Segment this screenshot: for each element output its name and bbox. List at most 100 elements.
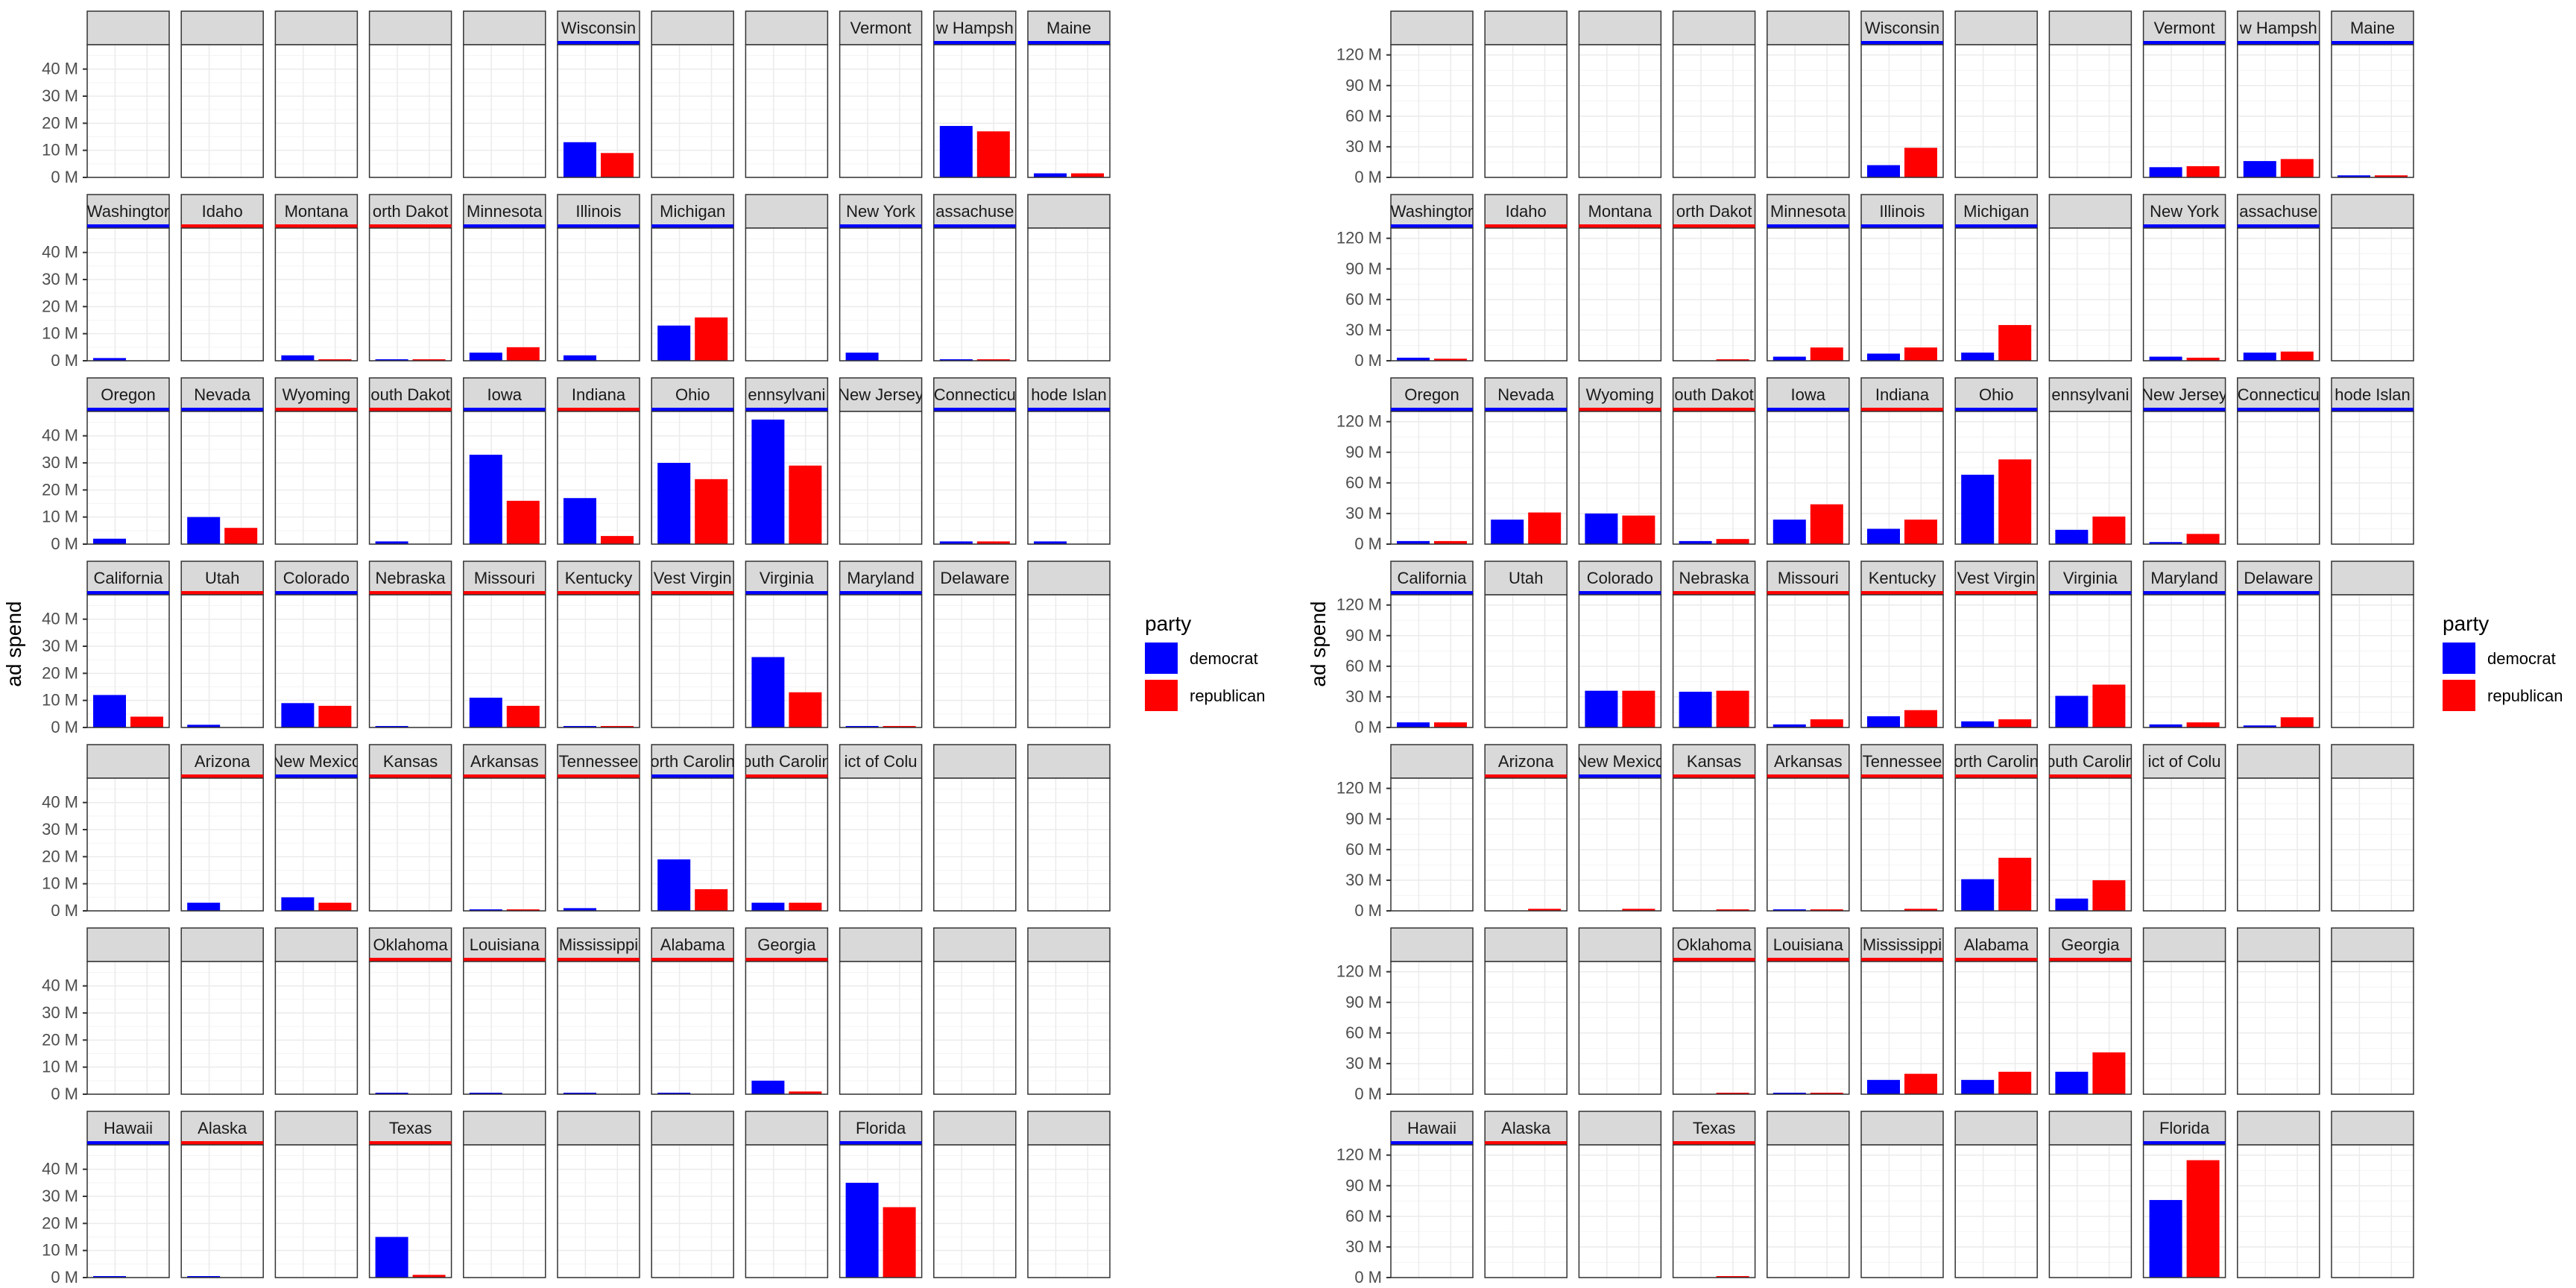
bar-democrat [1585,690,1618,727]
facet-border [557,227,640,362]
facet-party-stripe [369,958,452,962]
facet-strip-label: Arkansas [1774,752,1843,771]
facet-strip [1578,377,1662,412]
facet-strip [180,1111,264,1146]
facet-strip [368,10,452,45]
facet-plot-area [463,45,546,177]
facet-strip-label: Idaho [202,202,243,221]
facet-plot-area [1391,228,1473,361]
facet-border [1767,594,1850,728]
bar-democrat [751,1080,785,1094]
bar-republican [1904,1073,1937,1094]
facet-border [2331,44,2414,178]
facet-party-stripe [1028,41,1110,45]
facet-plot-area [181,1145,264,1278]
facet-party-stripe [2143,408,2226,412]
bar-democrat [2149,724,2182,727]
facet-panel [180,10,264,178]
facet-plot-area [839,411,922,544]
facet-plot-area [275,962,358,1094]
bar-democrat [469,353,502,361]
facet-strip [1484,744,1568,779]
facet-panel [839,927,923,1095]
facet-party-stripe [1579,224,1661,229]
facet-panel [2331,927,2414,1095]
y-tick-label: 30 M [42,453,78,472]
bar-republican [695,479,728,544]
bar-democrat [1867,528,1900,544]
facet-plot-area [369,411,452,544]
facet-border [2331,777,2414,912]
facet-plot-area [933,228,1016,361]
facet-border [839,594,923,728]
facet-plot-area [1028,778,1110,911]
facet-party-stripe [1485,1141,1568,1146]
facet-party-stripe [1861,41,1943,45]
facet-panel: Hawaii [1390,1111,1474,1278]
bar-republican [1904,148,1937,177]
facet-panel: Alaska [1484,1111,1568,1278]
facet-border [2048,1144,2133,1278]
facet-party-stripe [1485,774,1568,779]
facet-border [180,44,264,178]
facet-panel [2331,194,2414,362]
y-tick-label: 10 M [42,508,78,526]
legend-key-democrat [2443,643,2475,674]
facet-border [1578,1144,1662,1278]
facet-border [274,777,359,912]
facet-party-stripe [651,774,734,779]
facet-panel [651,1111,734,1278]
bar-republican [318,705,352,727]
facet-party-stripe [1391,1141,1473,1146]
facet-border [86,594,170,728]
facet-panel [1672,10,1756,178]
y-tick-label: 120 M [1336,1146,1382,1164]
facet-strip-label: Mississippi [1863,935,1942,954]
facet-panel [2331,561,2414,728]
facet-strip [557,561,640,596]
facet-strip-label: New Jersey [838,385,924,404]
bar-democrat [1397,357,1430,361]
facet-party-stripe [745,958,828,962]
facet-panel [745,10,829,178]
bar-democrat [564,498,596,544]
facet-border [2237,227,2320,362]
facet-strip [1027,744,1111,779]
bar-republican [1716,690,1749,727]
facet-strip [368,561,452,596]
facet-border [1578,777,1662,912]
facet-strip [463,927,546,962]
bar-democrat [375,359,408,361]
y-tick-label: 20 M [42,1213,78,1232]
y-tick-label: 90 M [1345,626,1382,645]
facet-plot-area [463,228,546,361]
facet-panel: Arizona [180,744,264,912]
facet-strip-label: Florida [2159,1119,2210,1137]
bar-democrat [939,541,973,544]
bar-republican [2280,159,2314,177]
facet-strip-label: Maine [1046,19,1091,37]
facet-border [2237,777,2320,912]
facet-strip [839,927,923,962]
facet-strip-label: Missouri [1778,569,1839,587]
facet-panel: Missouri [1767,561,1850,728]
facet-plot-area [558,778,640,911]
facet-border [557,411,640,545]
facet-strip [2237,744,2320,779]
facet-party-stripe [2237,224,2320,229]
facet-strip [1672,744,1756,779]
facet-strip [2142,10,2226,45]
bar-republican [695,888,728,911]
y-tick-label: 40 M [42,1160,78,1178]
bar-democrat [1679,692,1712,727]
facet-plot-area [87,411,169,544]
bar-republican [976,541,1010,544]
bar-democrat [2149,542,2182,544]
facet-strip [1027,194,1111,229]
facet-strip-label: hode Islan [1031,385,1107,404]
y-tick-label: 20 M [42,480,78,499]
facet-strip [1767,377,1850,412]
facet-strip [1027,377,1111,412]
facet-strip-label: Vermont [850,19,912,37]
facet-strip [1954,194,2038,229]
